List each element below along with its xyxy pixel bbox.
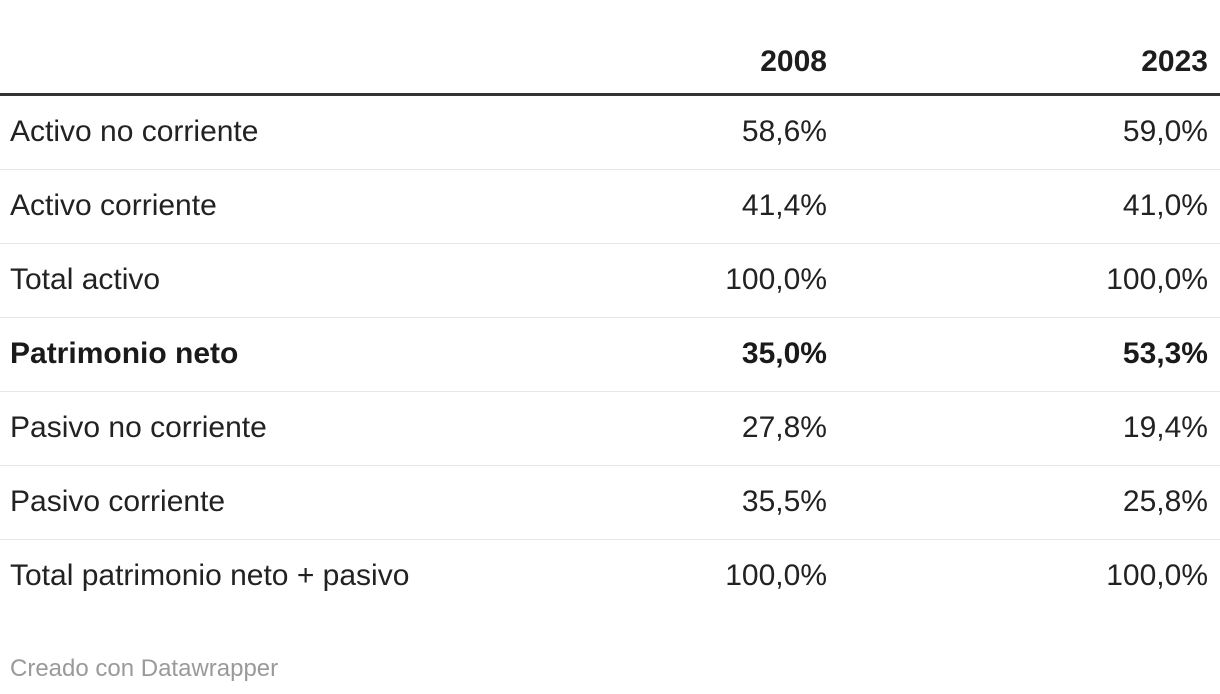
value-2008: 100,0%	[725, 559, 827, 592]
attribution-footer: Creado con Datawrapper	[0, 655, 1220, 683]
table-header: 2008 2023	[0, 0, 1220, 96]
row-label: Patrimonio neto	[0, 317, 447, 392]
value-2023: 100,0%	[827, 243, 1220, 318]
table-body: Activo no corriente 58,6% 59,0% Activo c…	[0, 94, 1220, 613]
value-2008: 35,0%	[447, 317, 827, 392]
table-row: Total patrimonio neto + pasivo 100,0% 10…	[0, 539, 1220, 613]
value-2008: 27,8%	[447, 391, 827, 466]
row-label: Activo corriente	[0, 169, 447, 244]
value-2008: 41,4%	[447, 169, 827, 244]
row-label: Total patrimonio neto + pasivo	[10, 559, 410, 592]
table-row: Total activo 100,0% 100,0%	[0, 243, 1220, 318]
header-cell-2023: 2023	[827, 0, 1220, 96]
row-label: Activo no corriente	[0, 94, 447, 170]
financial-structure-table: 2008 2023 Activo no corriente 58,6% 59,0…	[0, 0, 1220, 613]
value-2023: 25,8%	[827, 465, 1220, 540]
header-row: 2008 2023	[0, 0, 1220, 96]
header-cell-empty	[0, 0, 447, 96]
datawrapper-credit-link[interactable]: Creado con Datawrapper	[10, 654, 279, 682]
value-2023: 100,0%	[1106, 559, 1208, 592]
value-2023: 59,0%	[827, 94, 1220, 170]
row-label: Pasivo no corriente	[0, 391, 447, 466]
value-2008: 35,5%	[447, 465, 827, 540]
table-row-patrimonio-neto: Patrimonio neto 35,0% 53,3%	[0, 317, 1220, 392]
table-row: Activo no corriente 58,6% 59,0%	[0, 94, 1220, 170]
value-2008: 58,6%	[447, 94, 827, 170]
table-row: Pasivo no corriente 27,8% 19,4%	[0, 391, 1220, 466]
row-label: Total activo	[0, 243, 447, 318]
row-label: Pasivo corriente	[0, 465, 447, 540]
value-2008: 100,0%	[447, 243, 827, 318]
header-cell-2008: 2008	[447, 0, 827, 96]
table-row: Activo corriente 41,4% 41,0%	[0, 169, 1220, 244]
table-row: Pasivo corriente 35,5% 25,8%	[0, 465, 1220, 540]
value-2023: 41,0%	[827, 169, 1220, 244]
value-2023: 53,3%	[827, 317, 1220, 392]
value-2023: 19,4%	[827, 391, 1220, 466]
